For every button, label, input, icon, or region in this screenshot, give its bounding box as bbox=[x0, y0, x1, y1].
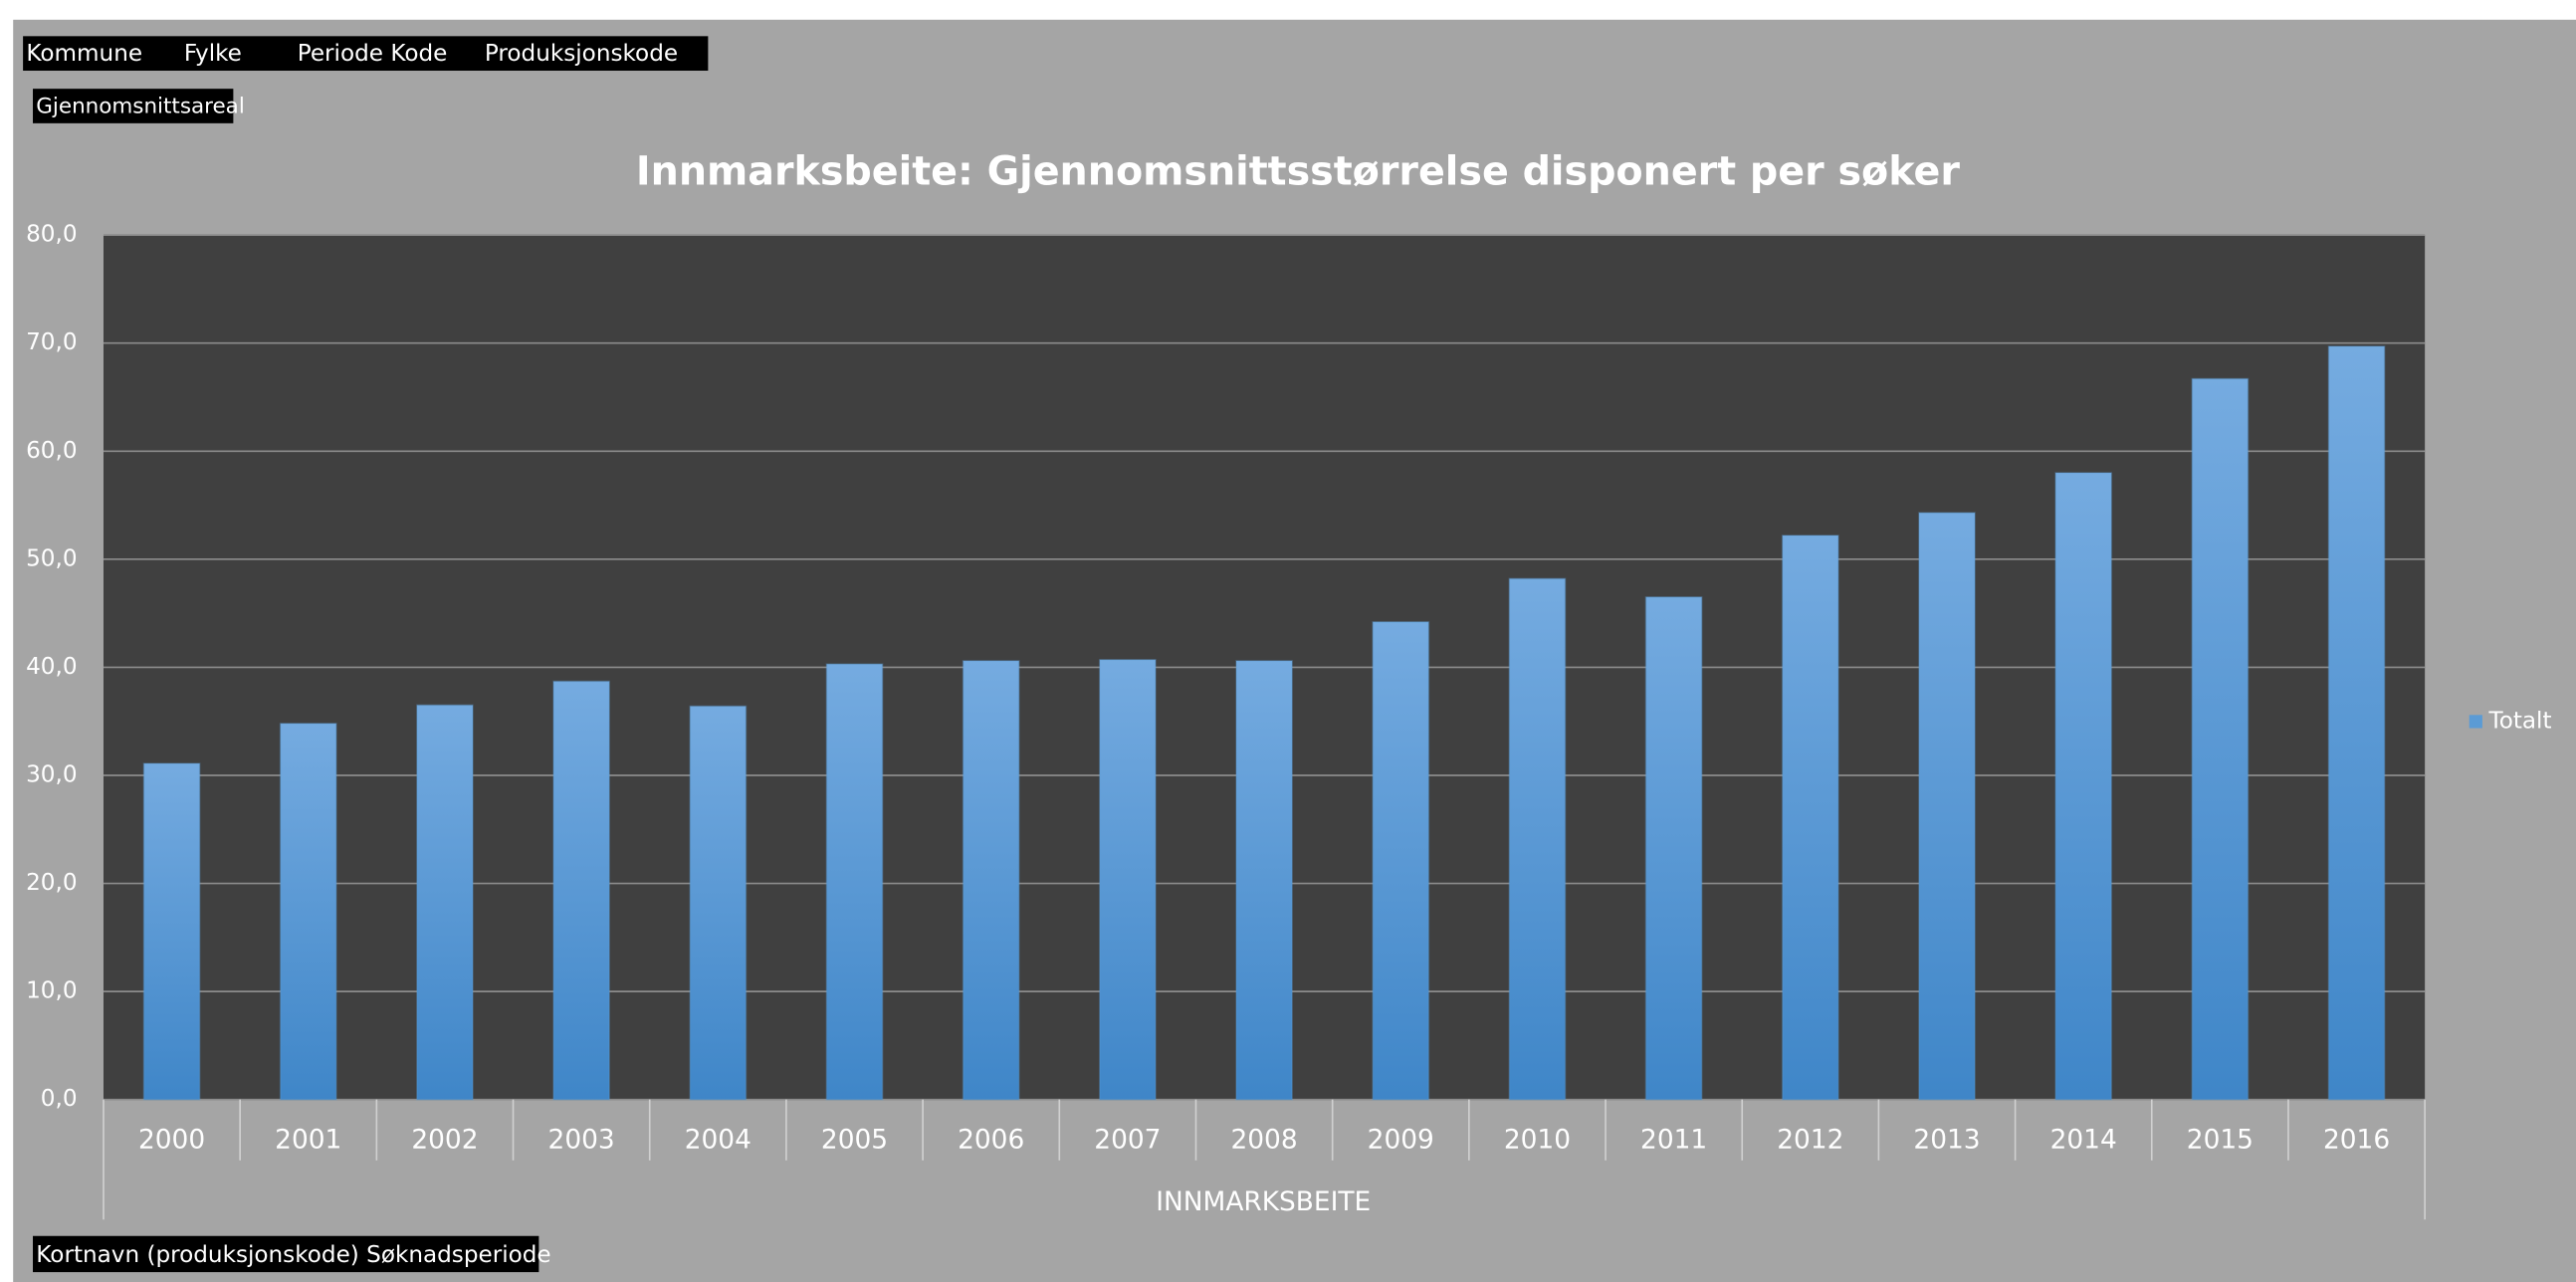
x-axis-title: INNMARKSBEITE bbox=[1156, 1186, 1371, 1217]
filter-field[interactable]: Kommune bbox=[26, 41, 142, 67]
x-tick-label: 2012 bbox=[1777, 1124, 1843, 1155]
bar bbox=[689, 705, 748, 1101]
x-tick-label: 2011 bbox=[1640, 1124, 1707, 1155]
bar bbox=[962, 660, 1020, 1101]
x-tick-label: 2013 bbox=[1913, 1124, 1980, 1155]
x-tick-label: 2016 bbox=[2323, 1124, 2390, 1155]
bar bbox=[1372, 620, 1430, 1101]
bar bbox=[1781, 534, 1839, 1101]
legend-label: Totalt bbox=[2488, 708, 2552, 734]
bar bbox=[1644, 596, 1703, 1101]
bar bbox=[1508, 577, 1567, 1101]
y-tick-label: 30,0 bbox=[26, 761, 77, 787]
legend-swatch bbox=[2469, 715, 2482, 729]
bar bbox=[2327, 345, 2386, 1101]
filter-field[interactable]: Produksjonskode bbox=[485, 41, 678, 67]
value-field[interactable]: Gjennomsnittsareal bbox=[36, 94, 244, 118]
axis-field[interactable]: Kortnavn (produksjonskode) Søknadsperiod… bbox=[36, 1242, 550, 1268]
y-tick-label: 60,0 bbox=[26, 438, 77, 464]
bar bbox=[2191, 377, 2250, 1101]
y-tick-label: 70,0 bbox=[26, 329, 77, 355]
filter-field[interactable]: Periode Kode bbox=[298, 41, 448, 67]
chart-title: Innmarksbeite: Gjennomsnittsstørrelse di… bbox=[636, 149, 1960, 195]
y-tick-label: 10,0 bbox=[26, 978, 77, 1004]
value-field-button[interactable] bbox=[33, 89, 234, 123]
x-tick-label: 2015 bbox=[2187, 1124, 2254, 1155]
y-tick-label: 40,0 bbox=[26, 654, 77, 680]
x-tick-label: 2010 bbox=[1504, 1124, 1571, 1155]
bar bbox=[416, 704, 474, 1101]
x-tick-label: 2000 bbox=[138, 1124, 205, 1155]
y-tick-label: 50,0 bbox=[26, 545, 77, 571]
x-tick-label: 2005 bbox=[821, 1124, 888, 1155]
bar bbox=[2054, 472, 2113, 1101]
bar bbox=[1235, 660, 1293, 1101]
x-tick-label: 2014 bbox=[2050, 1124, 2117, 1155]
x-tick-label: 2007 bbox=[1094, 1124, 1161, 1155]
bar bbox=[1098, 658, 1157, 1101]
bar bbox=[552, 680, 611, 1101]
x-tick-label: 2006 bbox=[958, 1124, 1024, 1155]
x-tick-label: 2004 bbox=[685, 1124, 751, 1155]
filter-bar bbox=[23, 36, 709, 72]
bar bbox=[142, 762, 201, 1101]
x-tick-label: 2003 bbox=[548, 1124, 615, 1155]
y-tick-label: 0,0 bbox=[41, 1086, 78, 1112]
bar bbox=[279, 723, 337, 1101]
x-tick-label: 2009 bbox=[1368, 1124, 1434, 1155]
bar bbox=[1918, 512, 1976, 1101]
y-tick-label: 80,0 bbox=[26, 222, 77, 248]
filter-field[interactable]: Fylke bbox=[184, 41, 242, 67]
axis-field-button[interactable] bbox=[33, 1235, 539, 1273]
x-tick-label: 2002 bbox=[411, 1124, 478, 1155]
x-tick-label: 2001 bbox=[275, 1124, 341, 1155]
y-tick-label: 20,0 bbox=[26, 870, 77, 896]
x-tick-label: 2008 bbox=[1230, 1124, 1297, 1155]
bar bbox=[825, 663, 884, 1101]
